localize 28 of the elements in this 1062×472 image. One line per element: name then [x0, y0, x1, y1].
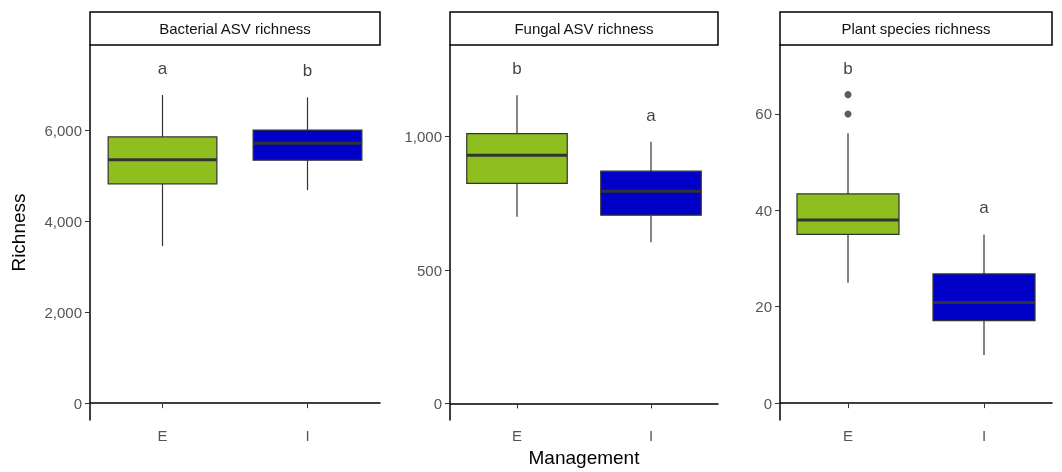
- y-tick-label: 0: [433, 394, 442, 412]
- annotation: a: [646, 105, 657, 125]
- x-tick-label: I: [305, 427, 310, 444]
- y-tick-label: 60: [755, 105, 772, 123]
- x-tick-label: I: [648, 427, 654, 444]
- x-axis-title: Management: [528, 446, 641, 468]
- y-tick-label: 2,000: [44, 303, 82, 321]
- x-tick-label: I: [981, 427, 987, 444]
- y-tick-label: 40: [755, 201, 772, 219]
- y-tick-label: 1,000: [404, 128, 442, 146]
- y-tick-label: 0: [763, 394, 772, 412]
- y-tick-label: 20: [755, 298, 772, 316]
- annotation: b: [302, 61, 313, 81]
- chart-title: Plant species richness: [841, 20, 991, 37]
- y-axis-title: Richness: [8, 193, 29, 272]
- annotation: a: [979, 198, 990, 218]
- y-tick-label: 4,000: [44, 212, 82, 230]
- chart-title: Fungal ASV richness: [514, 20, 654, 37]
- annotation: a: [157, 59, 168, 79]
- chart-title: Bacterial ASV richness: [159, 20, 311, 37]
- x-tick-label: E: [842, 427, 854, 444]
- annotation: b: [512, 59, 522, 79]
- y-tick-label: 6,000: [44, 121, 82, 139]
- y-tick-label: 0: [73, 394, 82, 412]
- x-tick-label: E: [511, 427, 523, 444]
- x-tick-label: E: [157, 427, 168, 444]
- y-tick-label: 500: [416, 261, 442, 279]
- annotation: b: [843, 58, 853, 78]
